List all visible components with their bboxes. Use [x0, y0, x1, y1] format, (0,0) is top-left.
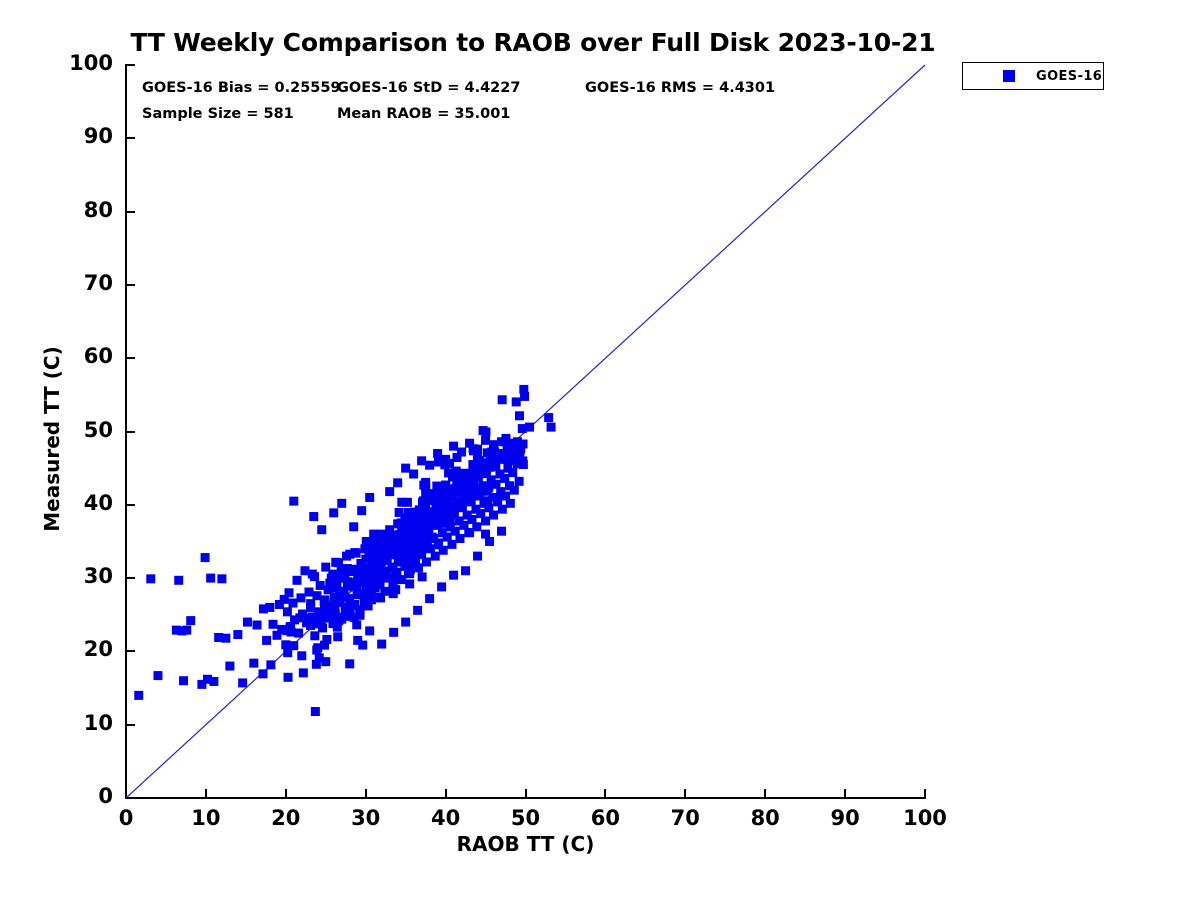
x-tick-label-30: 30: [351, 806, 381, 830]
x-tick-10: [204, 789, 207, 798]
y-tick-100: [126, 64, 135, 66]
y-tick-0: [126, 797, 135, 799]
y-tick-40: [126, 503, 135, 506]
stat-sample-size: Sample Size = 581: [142, 106, 294, 122]
stat-std: GOES-16 StD = 4.4227: [337, 80, 521, 96]
stat-bias: GOES-16 Bias = 0.25559: [142, 80, 341, 96]
plot-area: [126, 65, 925, 798]
x-axis-label: RAOB TT (C): [456, 832, 595, 856]
y-tick-label-70: 70: [83, 270, 113, 295]
y-tick-30: [126, 577, 135, 580]
y-tick-10: [126, 723, 135, 726]
legend-marker-goes-16-icon: [1003, 70, 1015, 82]
y-tick-label-40: 40: [83, 490, 113, 515]
x-tick-label-100: 100: [903, 806, 947, 830]
x-tick-80: [764, 789, 767, 798]
y-tick-20: [126, 650, 135, 653]
x-tick-label-0: 0: [118, 806, 134, 830]
x-tick-20: [284, 789, 287, 798]
x-tick-60: [604, 789, 607, 798]
x-tick-label-20: 20: [271, 806, 301, 830]
y-axis-label: Measured TT (C): [40, 346, 64, 532]
x-tick-label-70: 70: [670, 806, 700, 830]
x-tick-label-10: 10: [191, 806, 221, 830]
x-tick-90: [844, 789, 847, 798]
x-tick-label-90: 90: [830, 806, 860, 830]
x-tick-label-50: 50: [510, 806, 541, 830]
stat-mean-raob: Mean RAOB = 35.001: [337, 106, 511, 122]
y-tick-label-0: 0: [98, 784, 113, 808]
x-tick-100: [924, 789, 926, 798]
y-tick-50: [126, 430, 135, 433]
y-tick-label-80: 80: [83, 197, 113, 222]
y-tick-70: [126, 283, 135, 286]
x-tick-70: [684, 789, 687, 798]
y-tick-90: [126, 137, 135, 140]
stat-rms: GOES-16 RMS = 4.4301: [585, 80, 776, 96]
x-tick-label-40: 40: [430, 806, 461, 830]
legend-label-goes-16: GOES-16: [1036, 69, 1103, 84]
x-tick-label-80: 80: [750, 806, 780, 830]
y-tick-label-100: 100: [69, 51, 113, 75]
y-tick-label-50: 50: [83, 417, 113, 442]
x-tick-40: [444, 789, 447, 798]
x-tick-30: [364, 789, 367, 798]
y-tick-label-20: 20: [83, 637, 113, 662]
x-tick-label-60: 60: [590, 806, 620, 830]
y-tick-label-10: 10: [83, 710, 113, 735]
y-tick-label-30: 30: [83, 564, 113, 589]
y-tick-60: [126, 357, 135, 360]
y-tick-label-90: 90: [83, 124, 113, 149]
y-tick-80: [126, 210, 135, 213]
legend-box: [962, 62, 1104, 90]
chart-title: TT Weekly Comparison to RAOB over Full D…: [130, 28, 936, 57]
x-tick-50: [524, 789, 527, 798]
y-tick-label-60: 60: [83, 344, 113, 369]
